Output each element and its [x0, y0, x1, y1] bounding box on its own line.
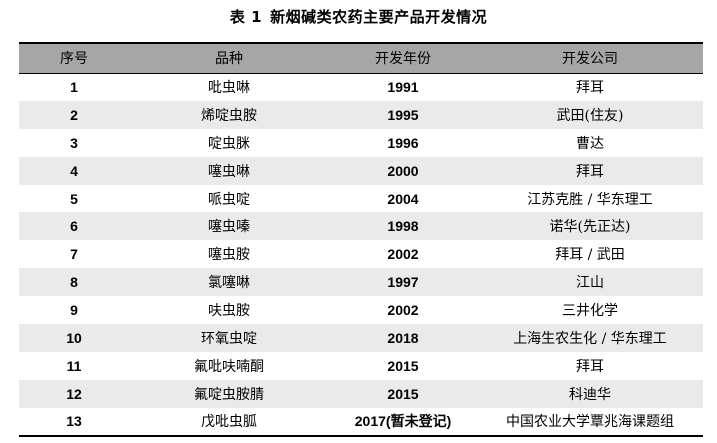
cell-number: 4 — [70, 162, 78, 179]
table-caption-title: 新烟碱类农药主要产品开发情况 — [270, 8, 488, 26]
cell-company: 中国农业大学覃兆海课题组 — [477, 407, 703, 437]
cell-variety: 氟吡呋喃酮 — [194, 358, 264, 375]
cell-variety: 噻虫嗪 — [208, 219, 250, 236]
cell-number: 9 — [70, 302, 78, 319]
cell-number: 6 — [70, 218, 78, 235]
cell-number: 10 — [66, 329, 82, 346]
cell-year: 2015 — [387, 385, 419, 402]
cell-year: 2015 — [387, 357, 419, 374]
header-variety: 品种 — [129, 42, 329, 74]
cell-number: 7 — [70, 246, 78, 263]
cell-number: 11 — [66, 357, 82, 374]
cell-variety: 氟啶虫胺腈 — [194, 386, 264, 403]
cell-company: 武田(住友) — [556, 107, 624, 124]
table-caption-label: 表 1 — [229, 8, 263, 26]
cell-year: 1998 — [387, 218, 419, 235]
cell-variety: 环氧虫啶 — [201, 330, 257, 347]
header-number: 序号 — [19, 42, 129, 74]
table-row: 2 烯啶虫胺 1995 武田(住友) — [19, 100, 703, 129]
cell-company: 科迪华 — [569, 386, 611, 403]
pesticide-table: 序号 品种 开发年份 开发公司 1 吡虫啉 1991 拜耳 2 烯啶虫胺 199… — [19, 42, 703, 437]
table-caption: 表 1 新烟碱类农药主要产品开发情况 — [0, 6, 717, 28]
cell-year: 1997 — [387, 274, 419, 291]
table-row: 13 戊吡虫胍 2017(暂未登记) 中国农业大学覃兆海课题组 — [19, 407, 703, 437]
cell-number: 2 — [70, 106, 78, 123]
table-header: 序号 品种 开发年份 开发公司 — [19, 42, 703, 74]
cell-year: 2018 — [387, 329, 419, 346]
header-row: 序号 品种 开发年份 开发公司 — [19, 42, 703, 74]
cell-company: 曹达 — [576, 135, 604, 152]
cell-variety: 啶虫脒 — [208, 135, 250, 152]
table-row: 6 噻虫嗪 1998 诺华(先正达) — [19, 212, 703, 241]
cell-company: 拜耳 — [576, 163, 604, 180]
cell-year: 2002 — [387, 246, 419, 263]
cell-variety: 呋虫胺 — [208, 303, 250, 320]
cell-company: 江苏克胜 / 华东理工 — [527, 191, 653, 208]
cell-year: 1996 — [387, 134, 419, 151]
cell-company: 拜耳 / 武田 — [555, 247, 625, 264]
cell-variety: 烯啶虫胺 — [201, 107, 257, 124]
cell-year: 2002 — [387, 302, 419, 319]
cell-number: 13 — [19, 407, 129, 437]
cell-company: 诺华(先正达) — [549, 219, 631, 236]
cell-year: 2000 — [387, 162, 419, 179]
cell-variety: 噻虫啉 — [208, 163, 250, 180]
cell-year: 2017(暂未登记) — [329, 407, 477, 437]
cell-variety: 戊吡虫胍 — [129, 407, 329, 437]
cell-variety: 哌虫啶 — [208, 191, 250, 208]
table-row: 11 氟吡呋喃酮 2015 拜耳 — [19, 351, 703, 380]
cell-year: 1991 — [387, 79, 419, 96]
cell-variety: 氯噻啉 — [208, 275, 250, 292]
header-company: 开发公司 — [477, 42, 703, 74]
table-row: 1 吡虫啉 1991 拜耳 — [19, 73, 703, 101]
table-body: 1 吡虫啉 1991 拜耳 2 烯啶虫胺 1995 武田(住友) 3 啶虫脒 1… — [19, 73, 703, 437]
cell-number: 3 — [70, 134, 78, 151]
cell-company: 三井化学 — [562, 303, 618, 320]
cell-year: 1995 — [387, 106, 419, 123]
cell-number: 8 — [70, 274, 78, 291]
header-year: 开发年份 — [329, 42, 477, 74]
table-row: 10 环氧虫啶 2018 上海生农生化 / 华东理工 — [19, 324, 703, 352]
cell-company: 上海生农生化 / 华东理工 — [513, 330, 667, 347]
table-row: 4 噻虫啉 2000 拜耳 — [19, 156, 703, 185]
cell-number: 1 — [70, 79, 78, 96]
cell-number: 12 — [66, 385, 82, 402]
cell-number: 5 — [70, 190, 78, 207]
table-row: 8 氯噻啉 1997 江山 — [19, 268, 703, 297]
cell-year: 2004 — [387, 190, 419, 207]
cell-company: 拜耳 — [576, 80, 604, 97]
table-row: 3 啶虫脒 1996 曹达 — [19, 128, 703, 157]
table-row: 9 呋虫胺 2002 三井化学 — [19, 296, 703, 325]
cell-company: 江山 — [576, 275, 604, 292]
cell-company: 拜耳 — [576, 358, 604, 375]
cell-variety: 噻虫胺 — [208, 247, 250, 264]
table-row: 7 噻虫胺 2002 拜耳 / 武田 — [19, 240, 703, 269]
table-row: 5 哌虫啶 2004 江苏克胜 / 华东理工 — [19, 184, 703, 213]
cell-variety: 吡虫啉 — [208, 80, 250, 97]
table-row: 12 氟啶虫胺腈 2015 科迪华 — [19, 379, 703, 408]
